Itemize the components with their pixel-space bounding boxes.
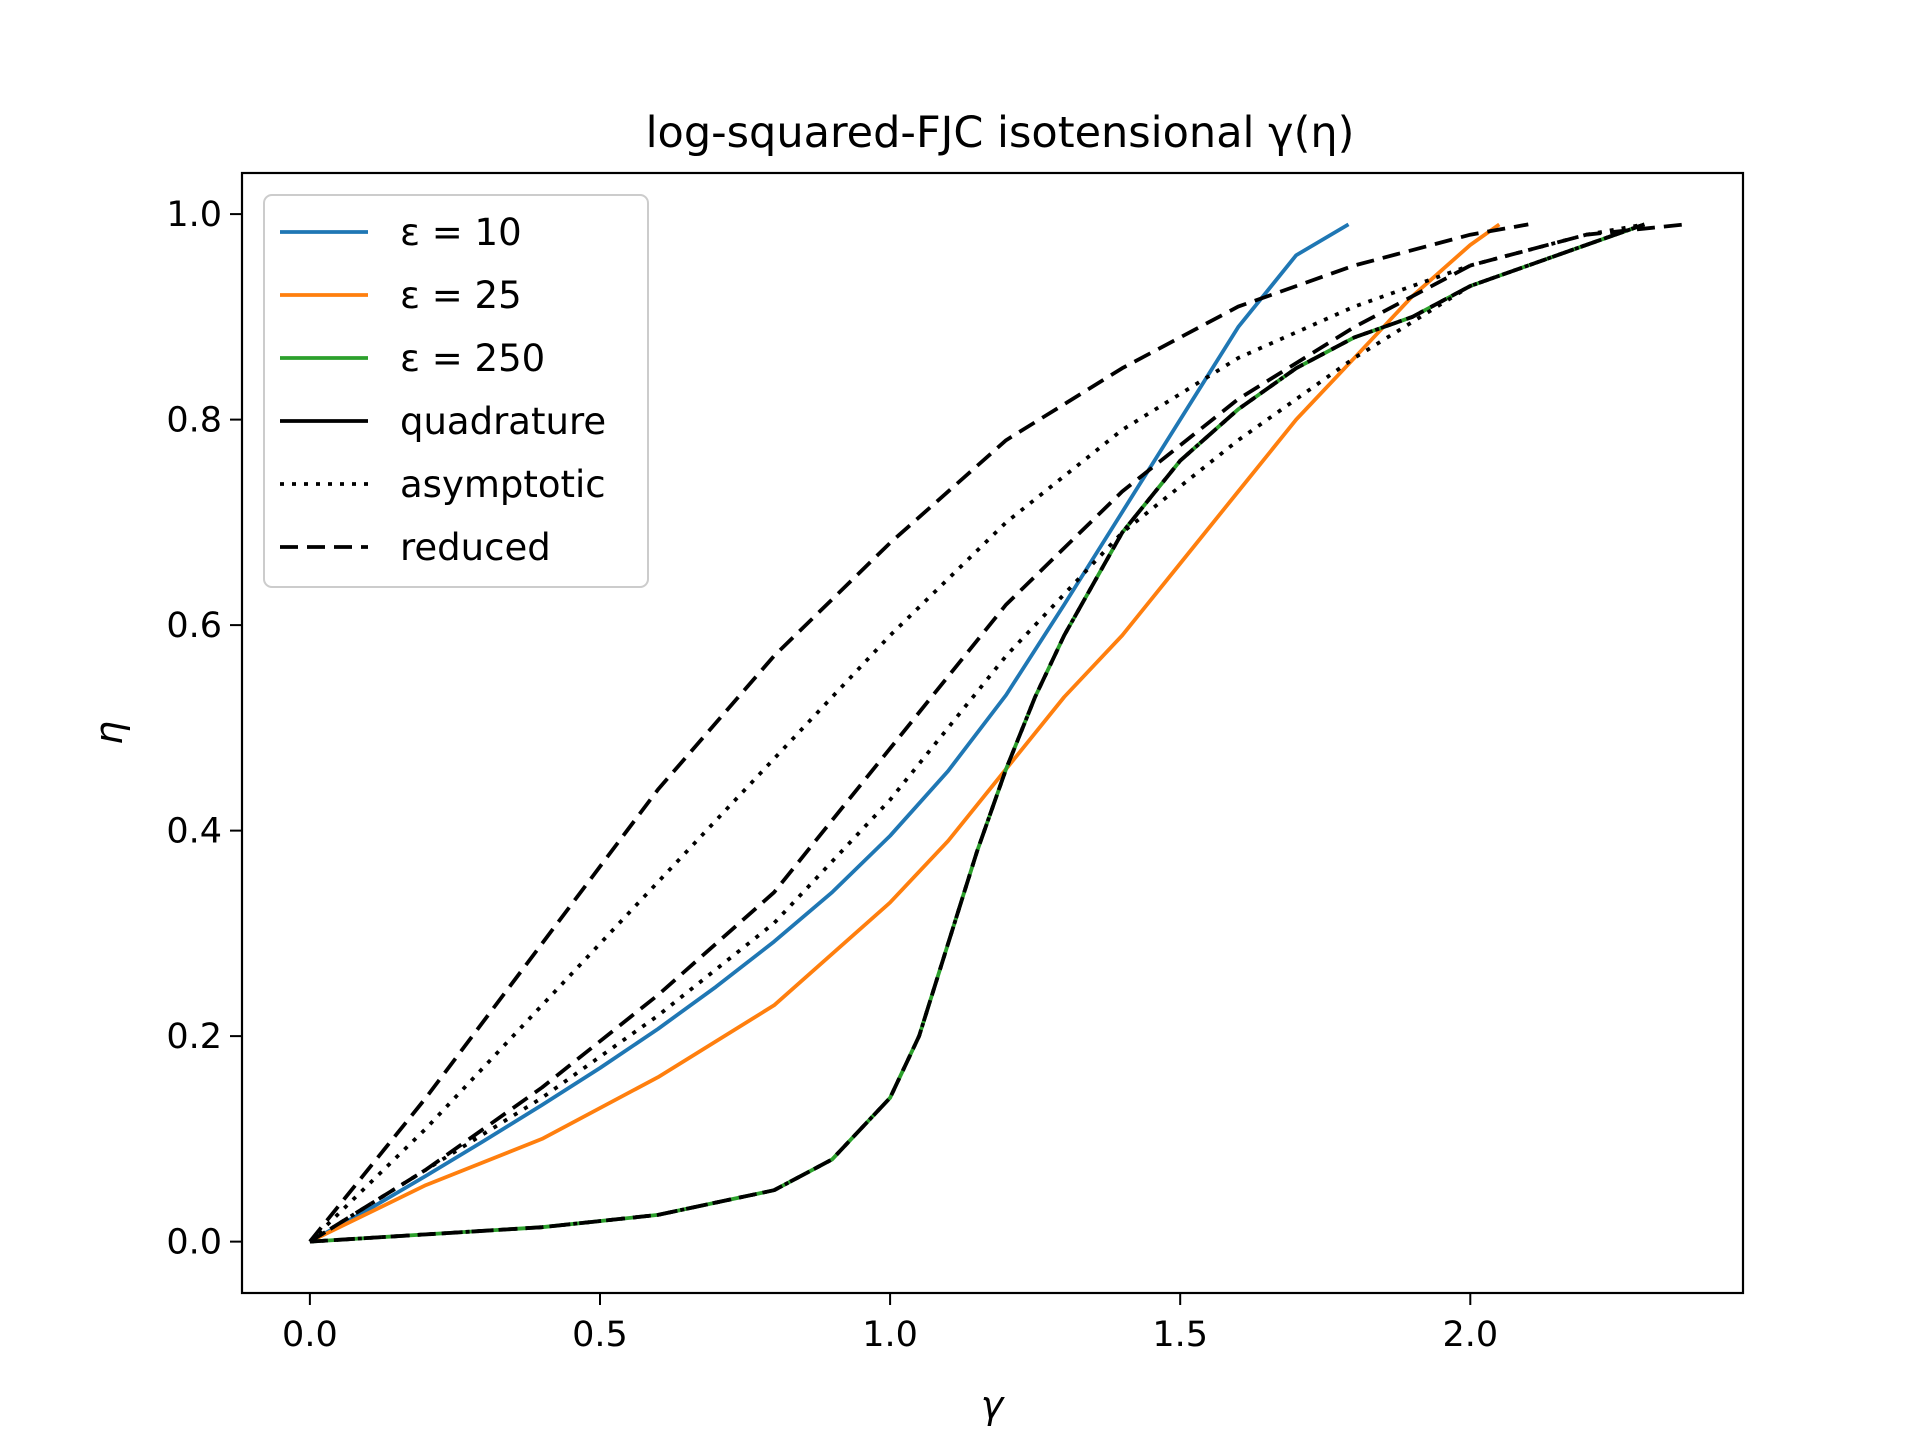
axes-frame — [240, 171, 1745, 1295]
y-tick-label: 0.4 — [166, 812, 222, 852]
legend-label: asymptotic — [400, 463, 606, 506]
series-layer — [308, 222, 1686, 1244]
series-line-asymptotic-2 — [308, 222, 1646, 1244]
plot-area — [240, 171, 1745, 1295]
legend-label: reduced — [400, 526, 551, 569]
y-axis-label: η — [87, 721, 131, 745]
series-line-reduced-2 — [308, 222, 1686, 1244]
y-axis: 0.0 0.2 0.4 0.6 0.8 1.0 — [166, 195, 242, 1263]
legend-label: ε = 10 — [400, 211, 522, 254]
series-line-reduced-1 — [308, 222, 1529, 1243]
chart-title: log-squared-FJC isotensional γ(η) — [646, 108, 1355, 158]
x-tick-label: 1.0 — [862, 1315, 918, 1355]
x-tick-label: 0.5 — [572, 1315, 628, 1355]
legend-label: ε = 250 — [400, 337, 545, 380]
series-line-quadrature-1 — [308, 222, 1350, 1244]
x-axis: 0.0 0.5 1.0 1.5 2.0 — [282, 1293, 1498, 1355]
y-tick-label: 0.8 — [166, 401, 222, 441]
y-tick-label: 0.0 — [166, 1223, 222, 1263]
x-tick-label: 0.0 — [282, 1315, 338, 1355]
legend: ε = 10 ε = 25 ε = 250 quadrature asymptotic r… — [263, 194, 649, 588]
x-axis-label: γ — [981, 1383, 1006, 1427]
series-line-quadrature-2 — [309, 222, 1501, 1244]
series-line-reduced-3 — [309, 222, 1646, 1244]
y-tick-label: 0.6 — [166, 606, 222, 646]
x-tick-label: 1.5 — [1152, 1315, 1208, 1355]
series-line-asymptotic-1 — [308, 222, 1645, 1243]
legend-label: quadrature — [400, 400, 606, 443]
legend-label: ε = 25 — [400, 274, 522, 317]
y-tick-label: 0.2 — [166, 1017, 222, 1057]
legend-box — [263, 194, 649, 588]
y-tick-label: 1.0 — [166, 195, 222, 235]
x-tick-label: 2.0 — [1442, 1315, 1498, 1355]
